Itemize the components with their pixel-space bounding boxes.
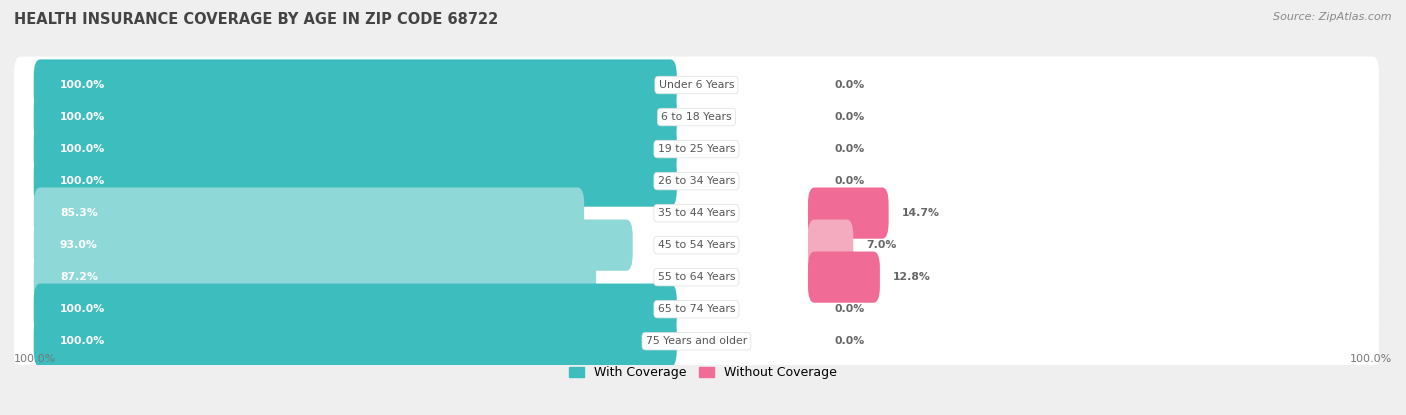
FancyBboxPatch shape [14,249,1379,305]
FancyBboxPatch shape [34,220,633,271]
FancyBboxPatch shape [34,283,676,335]
FancyBboxPatch shape [14,153,1379,210]
Text: Under 6 Years: Under 6 Years [658,80,734,90]
Legend: With Coverage, Without Coverage: With Coverage, Without Coverage [564,361,842,384]
Text: 55 to 64 Years: 55 to 64 Years [658,272,735,282]
FancyBboxPatch shape [808,251,880,303]
Text: HEALTH INSURANCE COVERAGE BY AGE IN ZIP CODE 68722: HEALTH INSURANCE COVERAGE BY AGE IN ZIP … [14,12,498,27]
FancyBboxPatch shape [34,315,676,367]
Text: 100.0%: 100.0% [60,176,105,186]
FancyBboxPatch shape [14,312,1379,370]
Text: 100.0%: 100.0% [60,304,105,314]
FancyBboxPatch shape [14,88,1379,146]
Text: 14.7%: 14.7% [901,208,939,218]
Text: 100.0%: 100.0% [60,80,105,90]
FancyBboxPatch shape [34,59,676,111]
Text: 75 Years and older: 75 Years and older [645,336,747,346]
FancyBboxPatch shape [14,56,1379,114]
Text: 93.0%: 93.0% [60,240,98,250]
Text: 0.0%: 0.0% [834,304,865,314]
Text: 0.0%: 0.0% [834,336,865,346]
FancyBboxPatch shape [808,188,889,239]
Text: 0.0%: 0.0% [834,144,865,154]
Text: 87.2%: 87.2% [60,272,98,282]
Text: 100.0%: 100.0% [1350,354,1392,364]
FancyBboxPatch shape [34,188,583,239]
Text: 0.0%: 0.0% [834,112,865,122]
Text: 100.0%: 100.0% [60,144,105,154]
FancyBboxPatch shape [34,251,596,303]
Text: 100.0%: 100.0% [60,112,105,122]
Text: 100.0%: 100.0% [14,354,56,364]
Text: 26 to 34 Years: 26 to 34 Years [658,176,735,186]
Text: 100.0%: 100.0% [60,336,105,346]
FancyBboxPatch shape [14,121,1379,178]
FancyBboxPatch shape [34,91,676,143]
FancyBboxPatch shape [14,281,1379,338]
FancyBboxPatch shape [34,123,676,175]
Text: 85.3%: 85.3% [60,208,98,218]
Text: 45 to 54 Years: 45 to 54 Years [658,240,735,250]
Text: 6 to 18 Years: 6 to 18 Years [661,112,731,122]
Text: 35 to 44 Years: 35 to 44 Years [658,208,735,218]
Text: 19 to 25 Years: 19 to 25 Years [658,144,735,154]
Text: 12.8%: 12.8% [893,272,931,282]
Text: Source: ZipAtlas.com: Source: ZipAtlas.com [1274,12,1392,22]
FancyBboxPatch shape [808,220,853,271]
Text: 65 to 74 Years: 65 to 74 Years [658,304,735,314]
FancyBboxPatch shape [34,156,676,207]
FancyBboxPatch shape [14,217,1379,273]
FancyBboxPatch shape [14,185,1379,242]
Text: 0.0%: 0.0% [834,176,865,186]
Text: 7.0%: 7.0% [866,240,897,250]
Text: 0.0%: 0.0% [834,80,865,90]
